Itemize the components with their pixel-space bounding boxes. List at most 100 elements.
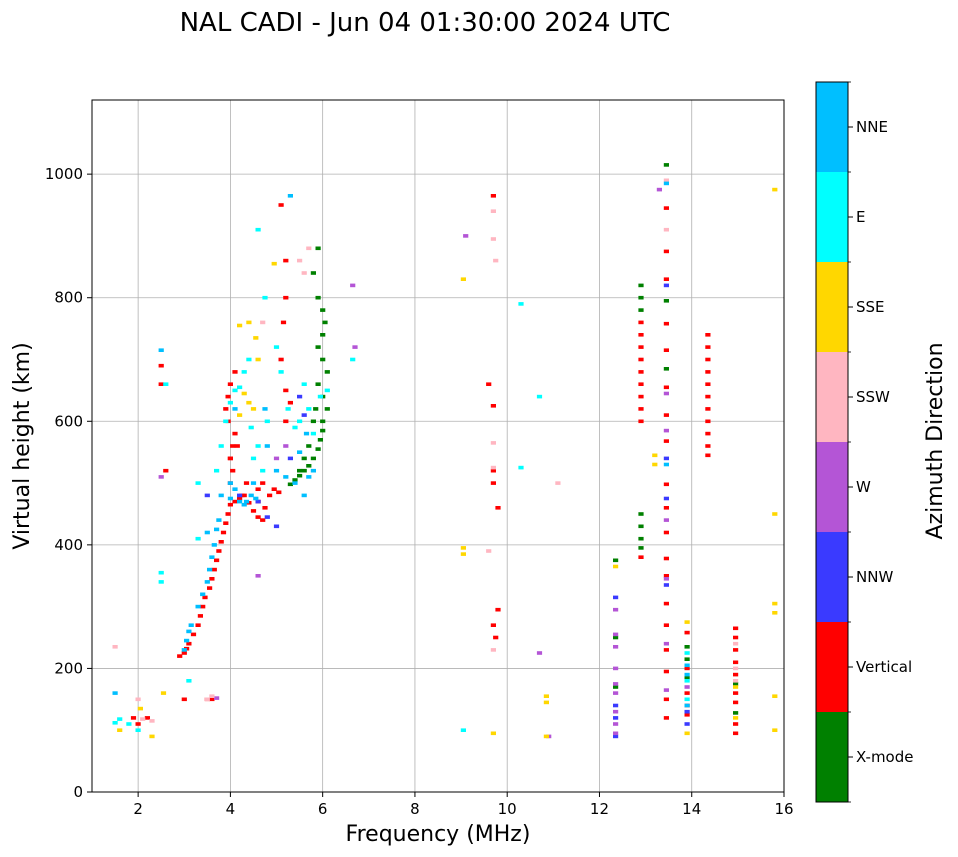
data-point — [248, 425, 254, 430]
data-point — [204, 530, 210, 535]
data-point — [310, 419, 316, 424]
data-point — [186, 629, 192, 634]
data-point — [227, 481, 233, 485]
data-point — [733, 660, 739, 665]
data-point — [283, 419, 289, 424]
data-point — [772, 611, 778, 615]
y-axis-ticks: 0 200 400 600 800 1000 — [45, 165, 92, 801]
data-point — [255, 574, 261, 578]
data-point — [232, 431, 238, 436]
data-point — [684, 731, 690, 736]
data-point — [250, 407, 257, 411]
data-point — [301, 382, 307, 386]
data-point — [112, 645, 118, 649]
data-point — [177, 654, 183, 658]
data-point — [733, 691, 739, 695]
data-point — [315, 345, 321, 349]
data-point — [772, 512, 778, 516]
data-point — [297, 450, 303, 454]
data-point — [613, 666, 619, 671]
data-point — [306, 475, 312, 479]
data-point — [733, 626, 739, 631]
data-point — [223, 419, 229, 424]
data-point — [135, 728, 141, 732]
data-point — [237, 493, 243, 498]
colorbar-label: NNW — [856, 568, 893, 586]
data-point — [684, 675, 690, 680]
data-point — [638, 283, 644, 288]
data-point — [733, 648, 739, 652]
data-point — [663, 601, 669, 606]
data-point — [195, 481, 201, 485]
data-point — [733, 716, 739, 720]
data-point — [663, 456, 669, 461]
data-point — [490, 404, 496, 408]
data-point — [315, 246, 321, 251]
x-tick-label: 6 — [318, 800, 328, 818]
data-point — [663, 518, 669, 522]
data-point — [324, 370, 330, 374]
series-ssw — [112, 178, 739, 723]
data-point — [315, 295, 321, 300]
data-point — [684, 657, 690, 661]
data-point — [486, 382, 492, 386]
data-point — [225, 394, 231, 399]
series-w — [158, 187, 690, 739]
y-tick-label: 600 — [54, 412, 83, 430]
data-point — [158, 580, 164, 584]
data-point — [684, 691, 690, 695]
data-point — [638, 295, 644, 300]
data-point — [283, 258, 289, 263]
data-point — [260, 481, 266, 485]
data-point — [663, 648, 669, 652]
data-point — [209, 697, 215, 702]
data-point — [638, 419, 644, 424]
y-axis-label: Virtual height (km) — [10, 342, 35, 549]
data-point — [733, 685, 739, 689]
data-point — [255, 487, 261, 491]
data-point — [232, 370, 238, 374]
data-point — [230, 468, 236, 473]
data-point — [306, 407, 312, 411]
data-point — [255, 444, 261, 448]
data-point — [705, 453, 711, 458]
data-point — [613, 564, 619, 569]
data-point — [283, 475, 289, 479]
data-point — [663, 391, 669, 396]
y-tick-label: 400 — [54, 536, 83, 554]
data-point — [320, 333, 326, 337]
data-point — [195, 604, 201, 609]
x-tick-label: 2 — [133, 800, 143, 818]
data-point — [232, 487, 238, 491]
data-point — [246, 320, 252, 325]
colorbar-label: X-mode — [856, 748, 913, 766]
data-point — [638, 394, 644, 399]
data-point — [232, 388, 238, 393]
data-point — [310, 468, 316, 473]
data-point — [283, 388, 289, 393]
data-point — [200, 604, 206, 609]
data-point — [613, 731, 619, 736]
data-point — [490, 465, 496, 470]
data-point — [613, 703, 619, 708]
data-point — [613, 607, 619, 612]
data-point — [350, 357, 356, 362]
data-point — [135, 722, 141, 726]
data-point — [656, 187, 662, 192]
data-point — [460, 277, 466, 281]
data-point — [613, 682, 619, 686]
data-point — [204, 580, 210, 584]
series-x-mode — [287, 163, 739, 715]
data-point — [250, 456, 257, 461]
data-point — [705, 333, 711, 337]
data-point — [301, 468, 307, 473]
data-point — [705, 394, 711, 399]
x-axis-ticks: 2 4 6 8 10 12 14 16 — [133, 792, 794, 818]
data-point — [292, 478, 298, 482]
data-point — [684, 685, 690, 689]
data-point — [490, 209, 496, 213]
data-point — [613, 595, 619, 600]
chart-title: NAL CADI - Jun 04 01:30:00 2024 UTC — [180, 8, 671, 38]
data-point — [195, 536, 201, 541]
data-point — [227, 400, 233, 405]
